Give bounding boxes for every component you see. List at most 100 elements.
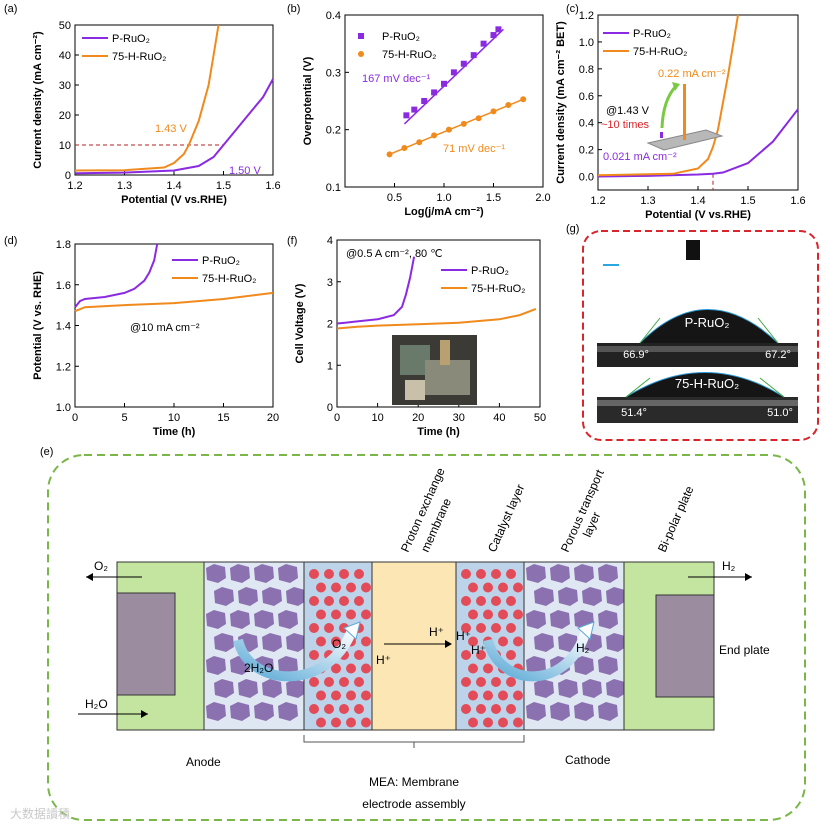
catalyst-particle [309, 569, 319, 579]
annotation: 0.021 mA cm⁻² [603, 151, 677, 163]
catalyst-particle [309, 677, 319, 687]
catalyst-particles [309, 569, 371, 728]
ptl-particle [278, 610, 298, 629]
plot-frame [74, 24, 274, 176]
catalyst-particle [346, 717, 356, 728]
ptl-particle [206, 656, 226, 675]
reaction-2h2o: 2H₂O [244, 661, 273, 675]
ptl-particle [598, 702, 618, 721]
x-tick-label: 20 [412, 412, 424, 424]
ptl-particle [606, 679, 626, 698]
ptl-particle [534, 679, 554, 698]
ptl-particle [526, 610, 546, 629]
y-tick-label: 3 [327, 277, 333, 289]
data-point [421, 98, 428, 104]
y-tick-label: 0.2 [579, 145, 594, 157]
catalyst-particle [461, 596, 471, 606]
panel-label-f: (f) [287, 235, 297, 247]
ptl-particle [526, 702, 546, 721]
x-tick-label: 0 [334, 412, 340, 424]
ptl-particle [254, 702, 274, 721]
x-tick-label: 1.0 [436, 192, 451, 204]
panel-label-e: (e) [40, 446, 53, 458]
y-tick-label: 0.8 [579, 64, 594, 76]
y-tick-label: 1.0 [56, 402, 71, 414]
catalyst-particle [354, 704, 364, 714]
h2o-in-label: H₂O [85, 697, 108, 711]
data-point [431, 89, 438, 96]
legend-label: 75-H-RuO₂ [471, 283, 525, 295]
y-axis-label: Cell Voltage (V) [294, 283, 306, 363]
annotation: ~10 times [601, 119, 649, 131]
catalyst-particle [324, 569, 334, 579]
annotation: @1.43 V [606, 105, 650, 117]
ptl-particle [526, 656, 546, 675]
catalyst-particle [339, 677, 349, 687]
bar-75-h-ruo2 [683, 84, 686, 140]
ptl-particle [558, 587, 578, 606]
proton-label: H⁺ [376, 653, 391, 667]
catalyst-particle [506, 677, 516, 687]
data-point [495, 26, 502, 33]
y-tick-label: 40 [59, 50, 71, 62]
y-axis-label: Potential (V vs. RHE) [32, 271, 44, 380]
ptl-particle [278, 702, 298, 721]
catalyst-particle [316, 717, 326, 728]
ptl-particle [286, 587, 306, 606]
ptl-particle [262, 633, 282, 652]
y-tick-label: 0 [327, 402, 333, 414]
y-tick-label: 4 [327, 235, 333, 247]
panel-label-g: (g) [566, 223, 579, 235]
anode-end-plate [116, 592, 176, 696]
ptl-particle [550, 564, 570, 583]
x-axis-label: Time (h) [417, 426, 460, 438]
annotation: 71 mV dec⁻¹ [443, 143, 505, 155]
ptl-particle [262, 587, 282, 606]
catalyst-particle [354, 677, 364, 687]
catalyst-particle [346, 663, 356, 674]
catalyst-particle [476, 677, 486, 687]
catalyst-particle [339, 569, 349, 579]
y-tick-label: 0.2 [326, 125, 341, 137]
legend-marker [358, 51, 364, 57]
catalyst-particle [309, 650, 319, 660]
x-tick-label: 1.2 [590, 195, 605, 207]
o2-out-label: O₂ [94, 559, 108, 573]
y-tick-label: 0.3 [326, 67, 341, 79]
catalyst-particle [346, 609, 356, 620]
reaction-o2: O₂ [332, 637, 346, 651]
series-line [74, 291, 274, 313]
ptl-particle [582, 679, 602, 698]
x-tick-label: 1.3 [640, 195, 655, 207]
catalyst-particle [339, 704, 349, 714]
y-tick-label: 0.0 [579, 172, 594, 184]
ptl-particle [214, 587, 234, 606]
catalyst-particle [339, 596, 349, 606]
chart-a-polarization: 1.2 1.3 1.4 1.5 1.6 0 10 20 30 40 50 Potential (V v… [32, 20, 281, 206]
catalyst-particle [331, 609, 341, 620]
ptl-particle [254, 564, 274, 583]
catalyst-particle [498, 636, 508, 647]
x-tick-label: 20 [267, 412, 279, 424]
ptl-particle [582, 587, 602, 606]
ptl-particle [550, 702, 570, 721]
catalyst-particle [468, 663, 478, 674]
legend-label: P-RuO₂ [633, 28, 671, 40]
catalyst-particle [468, 690, 478, 701]
catalyst-particle [361, 663, 371, 674]
panel-label-d: (d) [4, 235, 17, 247]
catalyst-particle [468, 582, 478, 593]
legend-label: P-RuO₂ [382, 31, 420, 43]
ptl-particle [606, 587, 626, 606]
ptl-particle [574, 702, 594, 721]
ptl-particle [214, 679, 234, 698]
x-tick-label: 1.3 [117, 180, 132, 192]
data-point [411, 106, 418, 113]
y-tick-label: 1.2 [579, 10, 594, 22]
watermark: 大数据讀積 [10, 806, 70, 821]
ptl-particle [206, 610, 226, 629]
catalyst-particle [309, 704, 319, 714]
x-tick-label: 1.6 [790, 195, 805, 207]
y-tick-label: 20 [59, 110, 71, 122]
